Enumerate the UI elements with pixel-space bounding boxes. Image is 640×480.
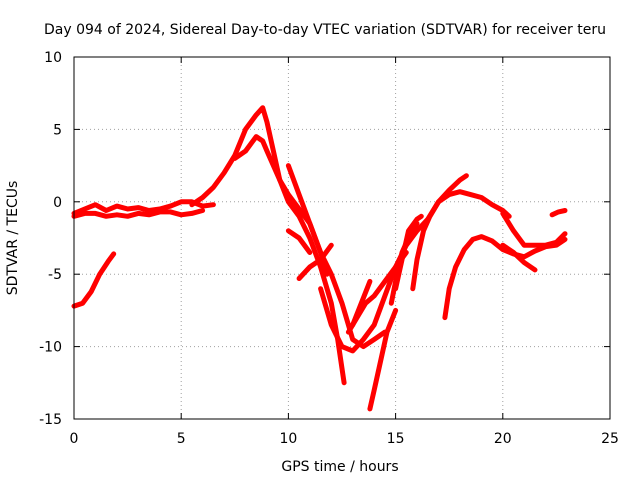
trace-6-line bbox=[285, 163, 388, 350]
x-tick-label: 0 bbox=[70, 431, 79, 447]
trace-17-line bbox=[500, 210, 568, 248]
trace-19-line bbox=[549, 208, 568, 218]
chart-title: Day 094 of 2024, Sidereal Day-to-day VTE… bbox=[44, 22, 606, 38]
grid-lines bbox=[74, 57, 610, 419]
y-tick-label: -5 bbox=[48, 267, 62, 283]
x-axis-label: GPS time / hours bbox=[281, 459, 398, 475]
y-tick-label: 0 bbox=[53, 195, 62, 211]
trace-2-line bbox=[71, 208, 206, 219]
y-tick-label: -10 bbox=[39, 340, 62, 356]
x-tick-label: 5 bbox=[177, 431, 186, 447]
y-tick-label: -15 bbox=[39, 412, 62, 428]
x-tick-label: 20 bbox=[494, 431, 512, 447]
plot-frame bbox=[73, 56, 611, 420]
trace-8-line bbox=[296, 242, 334, 281]
y-axis-label: SDTVAR / TECUs bbox=[5, 181, 21, 296]
trace-1-line bbox=[71, 199, 216, 216]
trace-3-line bbox=[71, 251, 117, 309]
trace-18-line bbox=[500, 242, 538, 273]
y-tick-label: 5 bbox=[53, 122, 62, 138]
axis-ticks: 0 5 10 15 20 25 -15 -10 -5 0 5 10 bbox=[39, 50, 619, 447]
x-tick-label: 15 bbox=[387, 431, 405, 447]
trace-4-line bbox=[189, 105, 347, 386]
data-traces bbox=[71, 105, 568, 412]
trace-15-line bbox=[410, 189, 512, 292]
trace-12-line bbox=[367, 307, 399, 412]
trace-11-line bbox=[350, 278, 373, 328]
x-tick-label: 25 bbox=[601, 431, 619, 447]
trace-7-line bbox=[285, 228, 313, 255]
x-tick-label: 10 bbox=[279, 431, 297, 447]
trace-14-line bbox=[393, 213, 424, 292]
y-tick-label: 10 bbox=[44, 50, 62, 66]
